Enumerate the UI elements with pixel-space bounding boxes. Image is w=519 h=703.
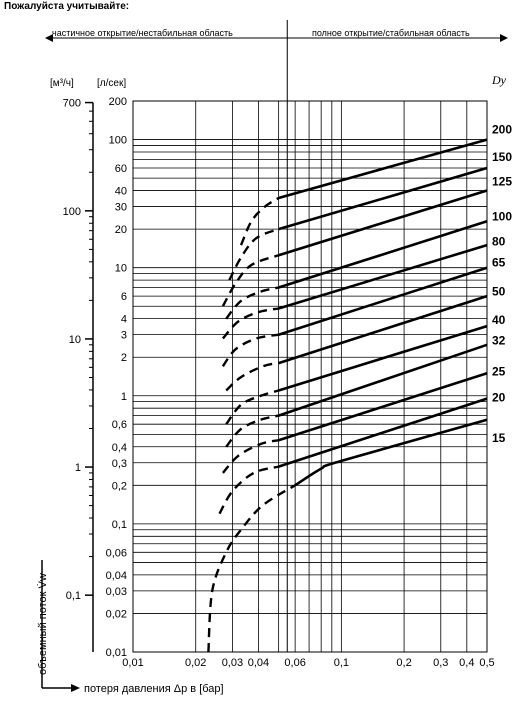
series-label-25: 25 bbox=[492, 364, 506, 378]
x-tick-label: 0,2 bbox=[396, 657, 411, 669]
y-tick-label: 0,2 bbox=[112, 480, 127, 492]
series-100-solid bbox=[278, 220, 488, 289]
y-tick-label: 30 bbox=[115, 202, 127, 214]
y-tick-label: 100 bbox=[109, 135, 127, 147]
y-tick-label: 40 bbox=[115, 186, 127, 198]
series-15-dashed bbox=[207, 484, 296, 653]
x-tick-label: 0,03 bbox=[222, 657, 243, 669]
series-125-dashed bbox=[221, 254, 280, 307]
series-50-solid bbox=[278, 294, 488, 365]
dn-header-label: Dy bbox=[491, 73, 507, 87]
m3h-tick-label: 1 bbox=[75, 462, 81, 474]
m3h-tick-label: 700 bbox=[63, 98, 81, 110]
series-200-solid bbox=[278, 138, 488, 200]
series-label-50: 50 bbox=[492, 285, 506, 299]
m3h-tick-label: 0,1 bbox=[66, 590, 81, 602]
x-tick-label: 0,1 bbox=[334, 657, 349, 669]
series-label-80: 80 bbox=[492, 235, 506, 249]
x-tick-label: 0,4 bbox=[459, 657, 474, 669]
series-200-dashed bbox=[239, 196, 280, 246]
m3h-tick-label: 10 bbox=[69, 334, 81, 346]
x-tick-label: 0,01 bbox=[122, 657, 143, 669]
x-tick-label: 0,06 bbox=[284, 657, 305, 669]
series-15-solid bbox=[294, 418, 488, 487]
series-150-dashed bbox=[228, 227, 280, 281]
y-tick-label: 6 bbox=[121, 291, 127, 303]
m3h-unit-label: [м³/ч] bbox=[50, 78, 74, 89]
y-tick-label: 2 bbox=[121, 352, 127, 364]
curves bbox=[207, 138, 488, 653]
series-label-100: 100 bbox=[492, 210, 512, 224]
series-label-65: 65 bbox=[492, 255, 506, 269]
y-tick-label: 10 bbox=[115, 263, 127, 275]
series-25-solid bbox=[278, 371, 488, 442]
series-label-150: 150 bbox=[492, 150, 512, 164]
series-labels: 200 150 125 100 80 65 50 40 32 25 20 15 bbox=[492, 122, 512, 444]
y-tick-label: 0,01 bbox=[106, 647, 127, 659]
y-tick-label: 20 bbox=[115, 224, 127, 236]
series-label-32: 32 bbox=[492, 334, 506, 348]
y-tick-label: 3 bbox=[121, 330, 127, 342]
x-tick-label: 0,04 bbox=[248, 657, 269, 669]
series-125-solid bbox=[278, 189, 488, 257]
series-20-dashed bbox=[218, 465, 279, 515]
y-tick-label: 0,02 bbox=[106, 608, 127, 620]
series-32-solid bbox=[278, 343, 488, 417]
m3h-tick-label: 100 bbox=[63, 206, 81, 218]
series-50-dashed bbox=[225, 361, 279, 392]
series-40-dashed bbox=[225, 389, 279, 425]
x-tick-label: 0,5 bbox=[479, 657, 494, 669]
y-tick-label: 1 bbox=[121, 391, 127, 403]
series-100-dashed bbox=[225, 286, 279, 320]
plot-frame bbox=[132, 100, 488, 653]
region-right-arrow bbox=[500, 34, 508, 42]
y-tick-label: 0,04 bbox=[106, 570, 127, 582]
grid bbox=[132, 20, 488, 653]
x-tick-label: 0,3 bbox=[433, 657, 448, 669]
m3h-axis bbox=[85, 101, 94, 652]
series-65-solid bbox=[278, 266, 488, 336]
page-title: Пожалуйста учитывайте: bbox=[4, 1, 130, 12]
series-40-solid bbox=[278, 324, 488, 392]
series-65-dashed bbox=[221, 333, 279, 368]
y-tick-label: 60 bbox=[115, 163, 127, 175]
region-bar: частичное открытие/нестабильная область … bbox=[45, 28, 508, 42]
x-axis-arrow-head bbox=[71, 684, 80, 692]
series-label-15: 15 bbox=[492, 431, 506, 445]
series-32-dashed bbox=[225, 414, 279, 448]
series-label-20: 20 bbox=[492, 390, 506, 404]
tick-labels: 700 100 10 1 0,1 200 100 60 40 30 20 10 6 4 3 2 1 0,6 0,4 0… bbox=[63, 96, 495, 669]
y-tick-label: 0,3 bbox=[112, 458, 127, 470]
y-tick-label: 0,6 bbox=[112, 419, 127, 431]
y-tick-label: 0,06 bbox=[106, 547, 127, 559]
x-axis-title: потеря давления Δp в [бар] bbox=[84, 683, 224, 695]
series-150-solid bbox=[278, 166, 488, 231]
y-tick-label: 0,03 bbox=[106, 586, 127, 598]
region-label-partial: частичное открытие/нестабильная область bbox=[52, 28, 233, 38]
x-tick-label: 0,02 bbox=[185, 657, 206, 669]
y-tick-label: 200 bbox=[109, 96, 127, 108]
y-tick-label: 0,1 bbox=[112, 519, 127, 531]
y-axis-title-group: объемный поток V̇w bbox=[36, 560, 80, 692]
series-label-40: 40 bbox=[492, 313, 506, 327]
region-label-full: полное открытие/стабильная область bbox=[312, 28, 470, 38]
series-80-dashed bbox=[221, 307, 279, 340]
series-label-200: 200 bbox=[492, 122, 512, 136]
region-left-arrow bbox=[45, 34, 53, 42]
y-tick-label: 4 bbox=[121, 314, 127, 326]
y-tick-label: 0,4 bbox=[112, 442, 127, 454]
series-20-solid bbox=[278, 397, 488, 468]
series-25-dashed bbox=[221, 439, 279, 474]
series-label-125: 125 bbox=[492, 175, 512, 189]
ls-unit-label: [л/сек] bbox=[97, 78, 126, 89]
series-80-solid bbox=[278, 243, 488, 310]
